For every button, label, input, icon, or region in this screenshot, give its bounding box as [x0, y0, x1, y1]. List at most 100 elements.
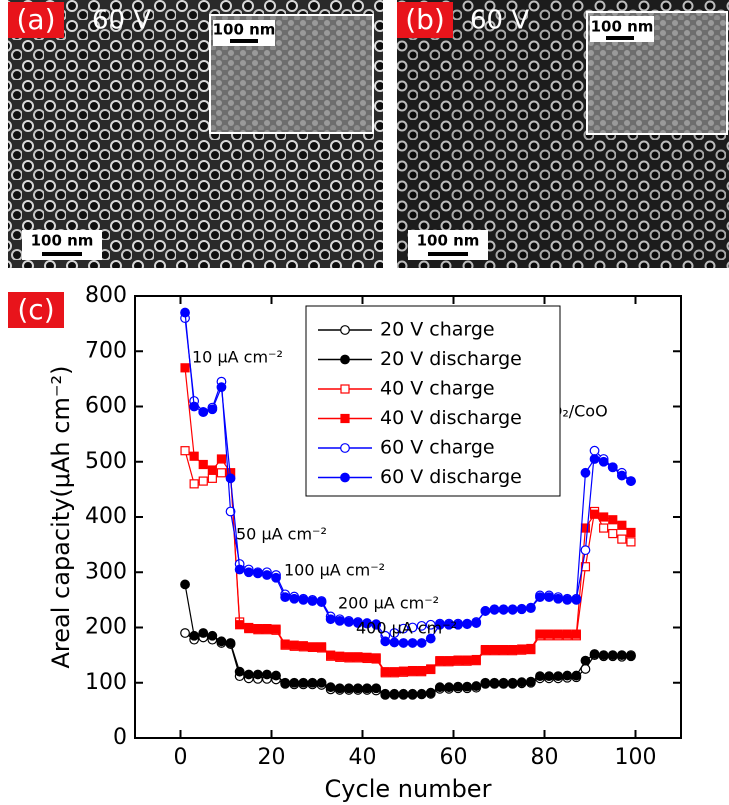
marker: [234, 564, 245, 575]
voltage-label: 60 V: [470, 6, 529, 36]
legend-label: 60 V discharge: [380, 466, 522, 488]
marker: [398, 623, 409, 634]
marker: [289, 640, 299, 650]
marker: [517, 644, 527, 654]
marker: [234, 666, 245, 677]
marker: [326, 650, 336, 660]
marker: [307, 642, 318, 652]
x-tick-label: 40: [349, 745, 377, 770]
marker: [425, 633, 436, 644]
marker: [343, 683, 354, 694]
y-tick-label: 0: [113, 725, 127, 750]
annotation: 10 μA cm⁻²: [192, 348, 283, 367]
x-tick-label: 100: [615, 745, 657, 770]
marker: [316, 677, 327, 688]
marker: [453, 681, 463, 692]
marker: [462, 681, 473, 692]
panel-label-bg: [8, 292, 64, 328]
marker: [252, 568, 263, 579]
marker: [180, 307, 190, 318]
marker: [407, 638, 418, 648]
legend-marker: [340, 384, 350, 394]
marker: [216, 468, 227, 478]
marker: [262, 624, 272, 634]
marker: [371, 619, 382, 630]
marker: [316, 642, 327, 652]
marker: [252, 669, 263, 680]
marker: [243, 567, 254, 578]
x-tick-label: 20: [258, 745, 286, 770]
marker: [553, 671, 564, 682]
marker: [535, 592, 545, 603]
sem-image-b: (b) 60 V 100 nm 100 nm: [397, 0, 729, 268]
y-tick-label: 100: [85, 670, 127, 695]
marker: [198, 459, 208, 470]
marker: [580, 655, 591, 666]
marker: [571, 670, 582, 681]
marker: [580, 545, 591, 556]
marker: [280, 592, 291, 603]
marker: [626, 476, 636, 486]
marker: [589, 445, 600, 456]
marker: [489, 604, 500, 615]
annotation: 100 μA cm⁻²: [284, 561, 385, 580]
panel-label: (c): [17, 293, 54, 326]
marker: [371, 683, 382, 694]
marker: [626, 651, 636, 662]
marker: [617, 534, 627, 544]
marker: [316, 597, 327, 607]
marker: [262, 669, 272, 680]
legend-label: 20 V charge: [380, 319, 495, 341]
marker: [198, 628, 209, 638]
annotation: 400 μA cm⁻²: [356, 619, 457, 638]
marker: [607, 462, 618, 473]
marker: [489, 644, 500, 655]
marker: [353, 683, 363, 694]
marker: [553, 593, 564, 604]
marker: [280, 639, 290, 649]
marker: [453, 655, 463, 665]
legend-marker: [340, 443, 350, 453]
panel-label: (b): [405, 3, 445, 36]
x-tick-label: 0: [174, 745, 188, 770]
marker: [280, 677, 291, 688]
marker: [298, 641, 308, 651]
marker: [398, 666, 409, 676]
marker: [544, 592, 554, 603]
marker: [207, 465, 217, 475]
marker: [253, 624, 263, 634]
y-tick-label: 700: [85, 338, 127, 363]
marker: [498, 677, 509, 688]
marker: [180, 363, 190, 373]
marker: [616, 470, 627, 481]
marker: [334, 683, 345, 694]
marker: [535, 671, 545, 682]
marker: [589, 509, 600, 519]
marker: [571, 629, 581, 639]
marker: [225, 638, 236, 648]
y-tick-label: 300: [85, 559, 127, 584]
x-tick-label: 60: [440, 745, 468, 770]
marker: [407, 688, 418, 699]
marker: [580, 467, 591, 478]
marker: [598, 456, 609, 467]
marker: [416, 638, 427, 648]
marker: [407, 665, 418, 676]
marker: [562, 594, 573, 605]
marker: [243, 669, 254, 680]
marker: [462, 655, 472, 665]
marker: [508, 644, 518, 655]
scale-label: 100 nm: [31, 232, 94, 250]
marker: [189, 479, 199, 489]
y-axis-label: Areal capacity(μAh cm⁻²): [47, 366, 75, 669]
y-tick-label: 500: [85, 449, 127, 474]
marker: [516, 677, 527, 688]
marker: [498, 604, 509, 615]
x-axis-label: Cycle number: [325, 775, 492, 803]
marker: [599, 523, 609, 533]
marker: [189, 630, 200, 641]
marker: [444, 656, 454, 666]
marker: [389, 637, 400, 648]
marker: [271, 670, 281, 681]
legend-label: 40 V discharge: [380, 407, 522, 429]
